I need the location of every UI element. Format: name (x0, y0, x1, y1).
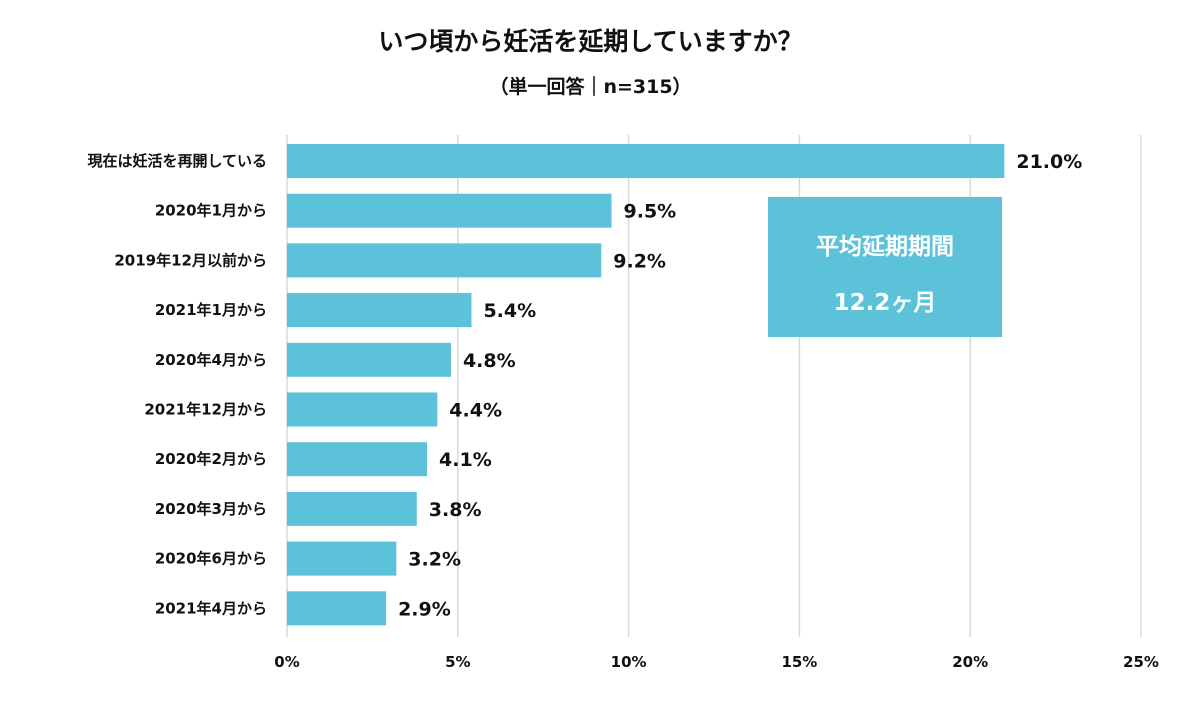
category-label: 2020年3月から (155, 500, 267, 518)
bar (287, 243, 602, 278)
bar (287, 392, 438, 427)
bar (287, 342, 451, 377)
bar (287, 591, 387, 626)
data-label: 4.8% (463, 350, 516, 372)
category-label: 2020年2月から (155, 450, 267, 468)
x-tick-label: 15% (781, 653, 817, 671)
category-label: 現在は妊活を再開している (87, 152, 267, 170)
x-tick-label: 5% (445, 653, 470, 671)
bar (287, 491, 417, 526)
category-label: 2019年12月以前から (114, 251, 267, 269)
category-label: 2020年4月から (155, 351, 267, 369)
bar (287, 442, 428, 477)
x-tick-label: 10% (611, 653, 647, 671)
bar (287, 193, 612, 228)
category-label: 2021年4月から (155, 599, 267, 617)
category-label: 2020年6月から (155, 550, 267, 568)
bar (287, 541, 397, 576)
data-label: 4.4% (449, 400, 502, 422)
category-label: 2021年1月から (155, 301, 267, 319)
chart-subtitle: （単一回答｜n=315） (489, 76, 692, 98)
bar (287, 293, 472, 328)
data-label: 2.9% (398, 598, 451, 620)
average-delay-title: 平均延期期間 (816, 234, 954, 260)
data-label: 4.1% (439, 449, 492, 471)
chart-title: いつ頃から妊活を延期していますか？ (378, 27, 803, 56)
data-label: 3.2% (408, 549, 461, 571)
category-label: 2021年12月から (144, 401, 267, 419)
average-delay-value: 12.2ヶ月 (833, 290, 937, 316)
x-tick-label: 0% (274, 653, 299, 671)
x-tick-label: 20% (952, 653, 988, 671)
data-label: 9.5% (624, 201, 677, 223)
average-delay-box: 平均延期期間 12.2ヶ月 (768, 197, 1002, 337)
bar (287, 144, 1005, 178)
data-label: 5.4% (483, 300, 536, 322)
x-tick-label: 25% (1123, 653, 1159, 671)
data-label: 21.0% (1016, 151, 1082, 173)
data-label: 3.8% (429, 499, 482, 521)
data-label: 9.2% (613, 250, 666, 272)
category-label: 2020年1月から (155, 202, 267, 220)
